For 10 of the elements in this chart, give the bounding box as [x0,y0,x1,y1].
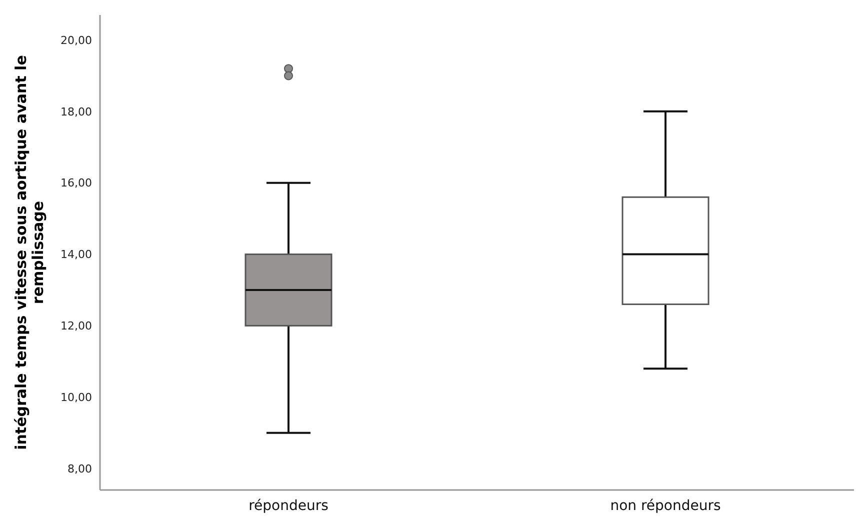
y-tick-label: 12,00 [60,320,92,333]
y-tick-label: 14,00 [60,248,92,262]
x-tick-label: répondeurs [248,498,328,514]
y-tick-label: 16,00 [60,176,92,190]
y-tick-label: 10,00 [60,390,92,404]
y-axis-title: intégrale temps vitesse sous aortique avant le remplissage [12,54,47,452]
y-tick-label: 8,00 [68,462,92,476]
x-tick-label: non répondeurs [610,498,721,514]
y-tick-label: 18,00 [60,105,92,118]
y-tick-label: 20,00 [60,34,92,47]
